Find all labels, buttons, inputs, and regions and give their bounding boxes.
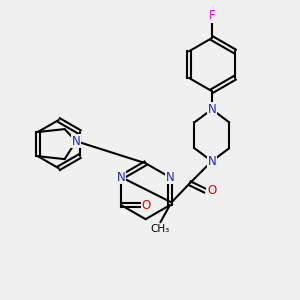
Text: N: N xyxy=(165,171,174,184)
Text: N: N xyxy=(117,171,126,184)
Text: N: N xyxy=(208,103,216,116)
Text: CH₃: CH₃ xyxy=(151,224,170,234)
Text: N: N xyxy=(208,155,216,168)
Text: O: O xyxy=(142,199,151,212)
Text: N: N xyxy=(72,135,80,148)
Text: O: O xyxy=(207,184,216,197)
Text: F: F xyxy=(208,9,215,22)
